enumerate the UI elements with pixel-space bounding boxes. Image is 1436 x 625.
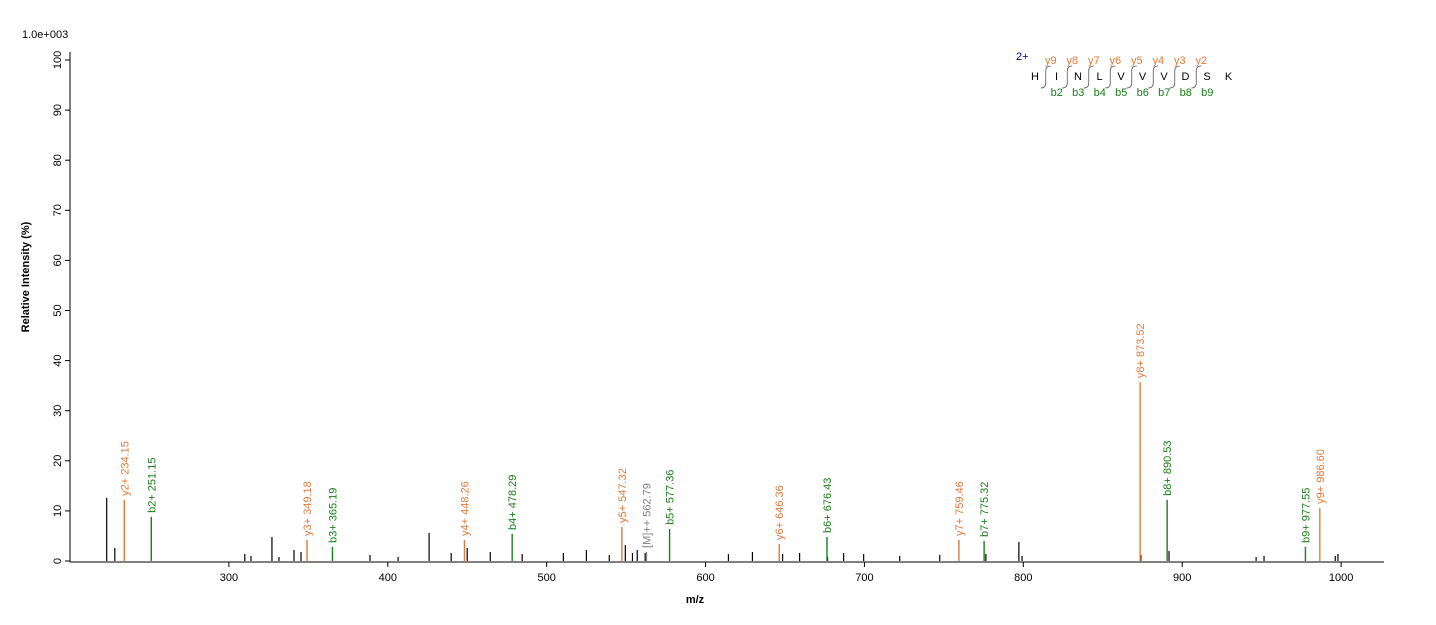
cleavage-bracket [1062,65,1073,89]
b-ion-label: b7 [1158,87,1170,99]
y-ion-label: y8 [1066,55,1078,67]
x-tick-label: 300 [220,572,238,584]
y-ion-label: y4 [1152,55,1164,67]
y-tick-label: 50 [52,304,64,316]
y-tick-label: 20 [52,455,64,467]
residue: L [1096,71,1102,83]
residue: N [1074,71,1082,83]
y-ion-label: y6 [1109,55,1121,67]
b-ion-label: b2 [1051,87,1063,99]
x-tick-label: 600 [696,572,714,584]
cleavage-bracket [1105,65,1116,89]
b-ion-label: b3 [1072,87,1084,99]
x-tick-label: 500 [537,572,555,584]
cleavage-bracket [1191,65,1202,89]
y-ion-label: y7 [1088,55,1100,67]
peak-label: y4+ 448.26 [459,481,471,536]
residue: I [1055,71,1058,83]
cleavage-bracket [1083,65,1094,89]
residue: H [1031,71,1039,83]
y-ion-label: y5 [1131,55,1143,67]
b-ion-label: b4 [1094,87,1106,99]
residue: K [1225,71,1233,83]
x-tick-label: 800 [1014,572,1032,584]
residue: V [1160,71,1168,83]
peak-label: b6+ 676.43 [822,478,834,533]
cleavage-bracket [1040,65,1051,89]
x-tick-label: 1000 [1329,572,1353,584]
y-tick-label: 40 [52,354,64,366]
peak-label: b8+ 890.53 [1162,441,1174,496]
peak-label: b7+ 775.32 [979,482,991,537]
y-tick-label: 0 [52,558,64,564]
b-ion-label: b8 [1180,87,1192,99]
cleavage-bracket [1148,65,1159,89]
y-ion-label: y2 [1195,55,1207,67]
y-tick-label: 60 [52,254,64,266]
residue: V [1117,71,1125,83]
y-tick-label: 80 [52,154,64,166]
y-tick-label: 100 [52,51,64,69]
y-tick-label: 90 [52,104,64,116]
y-tick-label: 30 [52,405,64,417]
charge-state: 2+ [1016,51,1029,63]
peak-label: b9+ 977.55 [1300,488,1312,543]
residue: V [1139,71,1147,83]
peak-label: b4+ 478.29 [507,475,519,530]
scale-label: 1.0e+003 [22,29,68,41]
x-axis-label: m/z [686,594,705,606]
x-tick-label: 400 [379,572,397,584]
peak-label: y5+ 547.32 [617,468,629,523]
x-tick-label: 700 [855,572,873,584]
peak-label: y3+ 349.18 [302,481,314,536]
y-axis-label: Relative Intensity (%) [20,221,32,332]
y-tick-label: 10 [52,505,64,517]
cleavage-bracket [1169,65,1180,89]
b-ion-label: b5 [1115,87,1127,99]
peak-label: y6+ 646.36 [774,485,786,540]
peak-label: y9+ 986.60 [1315,449,1327,504]
peak-label: y2+ 234.15 [119,441,131,496]
x-tick-label: 900 [1173,572,1191,584]
peak-label: y8+ 873.52 [1135,323,1147,378]
cleavage-bracket [1126,65,1137,89]
peak-label: y7+ 759.46 [954,481,966,536]
b-ion-label: b9 [1201,87,1213,99]
b-ion-label: b6 [1137,87,1149,99]
peak-label: b2+ 251.15 [146,458,158,513]
y-tick-label: 70 [52,204,64,216]
y-ion-label: y3 [1174,55,1186,67]
residue: S [1203,71,1210,83]
residue: D [1182,71,1190,83]
y-ion-label: y9 [1045,55,1057,67]
peak-label: b5+ 577.36 [665,470,677,525]
peak-label: [M]++ 562.79 [641,483,653,548]
peak-label: b3+ 365.19 [327,488,339,543]
